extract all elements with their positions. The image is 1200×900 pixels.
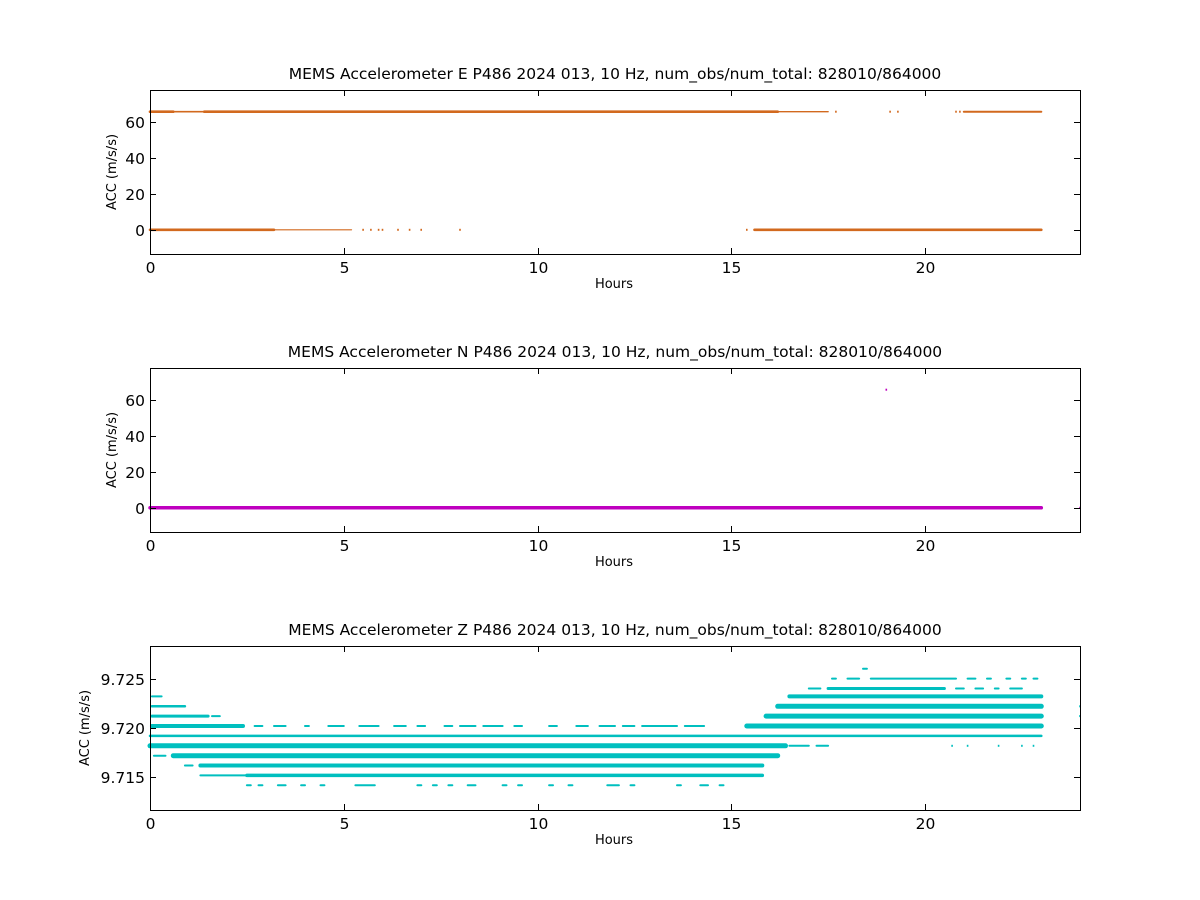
subplot-e-xtick-label-1: 5 (340, 259, 350, 277)
subplot-n-ytick-label-2: 40 (125, 428, 145, 446)
subplot-e-xtick-label-3: 15 (722, 259, 742, 277)
subplot-e-point-12 (459, 228, 461, 231)
subplot-z-xtick-label-2: 10 (529, 815, 549, 833)
subplot-n-plot-area (148, 388, 1081, 510)
subplot-z-xlabel: Hours (595, 833, 633, 848)
subplot-z-ytick-label-2: 9.725 (101, 671, 145, 689)
subplot-e-point-8 (381, 228, 384, 231)
subplot-n-frame (150, 368, 1081, 533)
subplot-e-ticks: 0 5 10 15 20 0 20 40 60 (125, 90, 1080, 277)
subplot-n: MEMS Accelerometer N P486 2024 013, 10 H… (105, 343, 1081, 570)
subplot-e-ytick-label-0: 0 (135, 222, 145, 240)
subplot-n-xlabel: Hours (595, 555, 633, 570)
subplot-e-point-0 (835, 110, 837, 113)
subplot-e-point-13 (746, 228, 748, 231)
subplot-e-ylabel: ACC (m/s/s) (105, 134, 120, 210)
subplot-e-point-1 (889, 110, 891, 113)
subplot-e: MEMS Accelerometer E P486 2024 013, 10 H… (105, 65, 1081, 292)
subplot-n-xtick-label-0: 0 (146, 537, 156, 555)
subplot-e-point-7 (377, 228, 380, 231)
subplot-e-ytick-label-2: 40 (125, 150, 145, 168)
subplot-z-xtick-label-4: 20 (916, 815, 936, 833)
subplot-e-point-11 (420, 228, 422, 231)
subplot-e-ytick-label-3: 60 (125, 114, 145, 132)
subplot-n-ticks: 0 5 10 15 20 0 20 40 60 (125, 368, 1080, 555)
subplot-e-plot-area (148, 110, 1043, 232)
subplot-e-point-4 (959, 110, 961, 113)
subplot-e-point-2 (897, 110, 899, 113)
subplot-e-xlabel: Hours (595, 277, 633, 292)
subplot-e-point-10 (408, 228, 411, 231)
subplot-z-point-8 (1032, 744, 1035, 747)
subplot-z-point-6 (997, 744, 1000, 747)
subplot-n-xtick-label-3: 15 (722, 537, 742, 555)
subplot-e-frame (150, 90, 1081, 255)
subplot-n-ytick-label-0: 0 (135, 500, 145, 518)
subplot-e-xtick-label-0: 0 (146, 259, 156, 277)
subplot-n-ylabel: ACC (m/s/s) (105, 412, 120, 488)
subplot-n-xtick-label-4: 20 (916, 537, 936, 555)
subplot-z-xtick-label-3: 15 (722, 815, 742, 833)
subplot-z-point-5 (966, 744, 969, 747)
subplot-e-point-9 (397, 228, 399, 231)
subplot-z-point-7 (1021, 744, 1023, 747)
subplot-e-point-6 (370, 228, 372, 231)
subplot-n-ytick-label-3: 60 (125, 392, 145, 410)
subplot-z-point-2 (889, 695, 891, 698)
subplot-z-ticks: 0 5 10 15 20 9.715 9.720 9.725 (101, 646, 1080, 833)
subplot-z-plot-area (147, 667, 1081, 787)
subplot-n-title: MEMS Accelerometer N P486 2024 013, 10 H… (288, 343, 942, 362)
subplot-z: MEMS Accelerometer Z P486 2024 013, 10 H… (78, 621, 1081, 848)
subplot-n-point-0 (885, 388, 888, 391)
subplot-e-ytick-label-1: 20 (125, 186, 145, 204)
subplot-z-xtick-label-1: 5 (340, 815, 350, 833)
subplot-z-point-4 (951, 744, 953, 747)
subplot-z-title: MEMS Accelerometer Z P486 2024 013, 10 H… (288, 621, 941, 640)
subplot-e-xtick-label-2: 10 (529, 259, 549, 277)
subplot-z-ytick-label-0: 9.715 (101, 769, 145, 787)
subplot-e-point-5 (362, 228, 364, 231)
subplot-z-ylabel: ACC (m/s/s) (78, 690, 93, 766)
subplot-e-point-3 (955, 110, 957, 113)
subplot-n-ytick-label-1: 20 (125, 464, 145, 482)
subplot-n-xtick-label-1: 5 (340, 537, 350, 555)
subplot-e-xtick-label-4: 20 (916, 259, 936, 277)
subplot-z-ytick-label-1: 9.720 (101, 720, 145, 738)
subplot-z-point-3 (916, 725, 919, 727)
subplot-e-title: MEMS Accelerometer E P486 2024 013, 10 H… (289, 65, 942, 84)
subplot-z-xtick-label-0: 0 (146, 815, 156, 833)
subplot-n-xtick-label-2: 10 (529, 537, 549, 555)
